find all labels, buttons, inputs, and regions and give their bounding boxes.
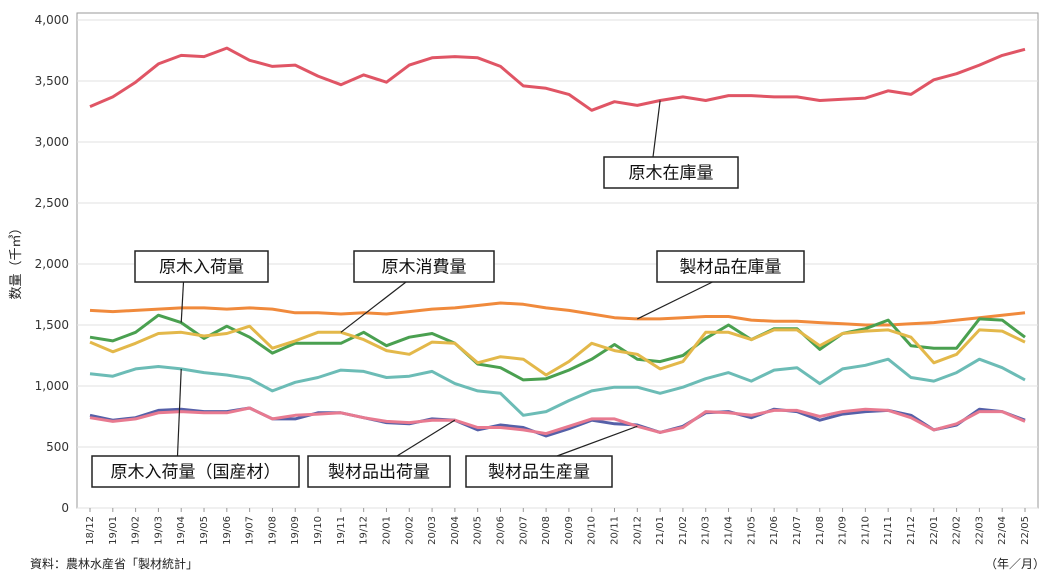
x-tick-label: 22/03: [974, 516, 985, 545]
callout-box: [656, 250, 805, 283]
x-tick-label: 20/09: [564, 516, 575, 545]
callout-box: [307, 455, 451, 488]
x-tick-label: 19/12: [359, 516, 370, 545]
x-tick-label: 22/01: [929, 516, 940, 545]
y-tick-label: 1,500: [35, 318, 69, 332]
x-tick-label: 19/07: [245, 516, 256, 545]
x-tick-label: 21/08: [815, 516, 826, 545]
x-tick-label: 19/08: [267, 516, 278, 545]
y-tick-label: 3,000: [35, 135, 69, 149]
x-tick-label: 20/02: [404, 516, 415, 545]
series-line: [89, 324, 1026, 377]
y-tick-label: 2,500: [35, 196, 69, 210]
callout-leader: [652, 100, 661, 158]
callout-box: [465, 455, 613, 488]
x-tick-label: 20/07: [518, 516, 529, 545]
x-tick-label: 18/12: [85, 516, 96, 545]
series-line: [89, 313, 1026, 382]
y-axis-title: 数量（千㎥）: [9, 221, 24, 299]
x-tick-label: 19/09: [290, 516, 301, 545]
x-tick-label: 20/12: [632, 516, 643, 545]
callout-label: 原木入荷量: [159, 258, 244, 278]
x-tick-label: 19/02: [131, 516, 142, 545]
x-tick-label: 19/11: [336, 516, 347, 545]
y-tick-label: 3,500: [35, 74, 69, 88]
x-tick-label: 22/02: [952, 516, 963, 545]
series-line: [89, 301, 1026, 327]
callout-box: [603, 156, 739, 189]
callout-box: [353, 250, 495, 283]
x-tick-label: 20/04: [450, 516, 461, 545]
x-tick-label: 21/02: [678, 516, 689, 545]
x-tick-label: 21/06: [769, 516, 780, 545]
x-tick-label: 20/11: [610, 516, 621, 545]
x-tick-label: 21/11: [883, 516, 894, 545]
callout-label: 原木在庫量: [629, 164, 714, 184]
x-tick-label: 21/10: [860, 516, 871, 545]
y-tick-label: 500: [46, 440, 69, 454]
callout-box: [134, 250, 269, 283]
callout-label: 原木入荷量（国産材）: [111, 463, 281, 483]
x-tick-label: 21/07: [792, 516, 803, 545]
x-tick-label: 20/01: [381, 516, 392, 545]
x-tick-label: 19/10: [313, 516, 324, 545]
x-tick-label: 20/08: [541, 516, 552, 545]
callout-label: 原木消費量: [382, 258, 467, 278]
callout-leader: [556, 425, 638, 457]
x-tick-label: 21/01: [655, 516, 666, 545]
y-tick-label: 2,000: [35, 257, 69, 271]
series-line: [89, 357, 1026, 417]
x-tick-label: 22/05: [1020, 516, 1031, 545]
x-tick-label: 19/04: [176, 516, 187, 545]
x-tick-label: 19/05: [199, 516, 210, 545]
callout-leader: [180, 281, 185, 323]
source-note: 資料：農林水産省「製材統計」: [30, 557, 199, 571]
x-tick-label: 21/12: [906, 516, 917, 545]
series-line: [89, 46, 1026, 112]
x-tick-label: 21/03: [701, 516, 712, 545]
x-axis-unit-label: （年／月）: [985, 557, 1046, 571]
callout-label: 製材品生産量: [488, 463, 590, 483]
callout-leader: [340, 281, 407, 333]
x-tick-label: 20/10: [587, 516, 598, 545]
x-tick-label: 20/05: [473, 516, 484, 545]
x-tick-label: 20/03: [427, 516, 438, 545]
y-tick-label: 4,000: [35, 13, 69, 27]
x-tick-label: 19/06: [222, 516, 233, 545]
callout-label: 製材品在庫量: [680, 258, 782, 278]
x-tick-label: 21/04: [724, 516, 735, 545]
series-line: [89, 406, 1026, 436]
callout-leader: [176, 368, 182, 457]
x-tick-label: 19/01: [108, 516, 119, 545]
x-tick-label: 20/06: [495, 516, 506, 545]
callout-box: [91, 455, 300, 488]
callout-leader: [396, 419, 456, 457]
x-tick-label: 21/09: [838, 516, 849, 545]
y-tick-label: 1,000: [35, 379, 69, 393]
callout-label: 製材品出荷量: [328, 463, 430, 483]
x-tick-label: 22/04: [997, 516, 1008, 545]
x-tick-label: 19/03: [153, 516, 164, 545]
y-tick-label: 0: [61, 501, 69, 515]
callout-leader: [637, 281, 713, 320]
x-tick-label: 21/05: [746, 516, 757, 545]
